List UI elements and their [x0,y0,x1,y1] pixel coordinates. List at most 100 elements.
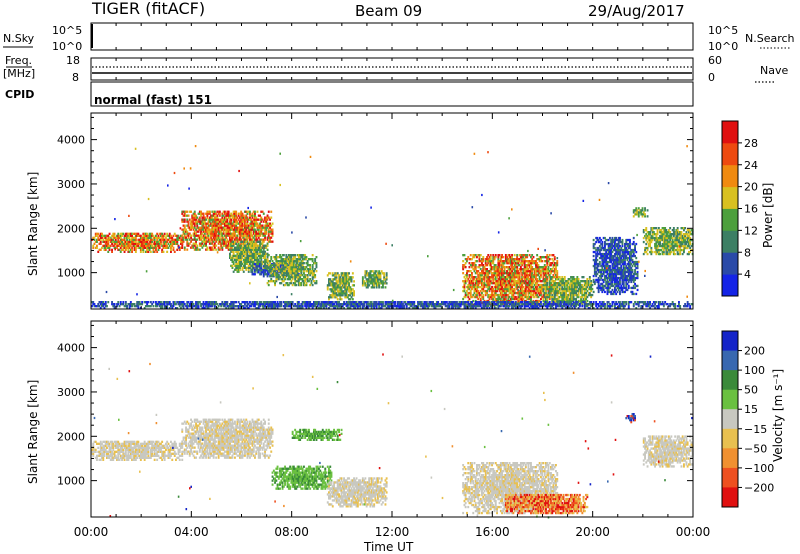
power-cell [215,222,218,225]
power-cell [196,246,199,249]
power-cell [284,266,286,269]
power-cell [592,254,595,258]
power-cell [486,285,488,289]
power-cell [528,264,531,267]
power-cell [207,212,210,215]
power-cell [614,258,616,262]
power-cell [143,238,146,241]
power-cell [508,282,511,285]
power-cell [234,232,236,235]
power-cell [132,238,135,241]
power-cell [501,254,503,257]
power-cell [518,282,521,285]
power-cell [208,216,211,219]
power-cell [516,262,519,265]
power-cell [306,278,309,281]
power-cell [473,285,476,289]
power-cell [338,286,340,289]
power-cell [509,276,512,279]
power-cell [557,278,560,281]
power-cell [585,295,587,299]
power-cell [502,266,505,269]
power-cell [177,234,180,237]
power-cell [546,285,549,289]
power-cell [218,212,221,215]
power-cell [261,268,264,271]
power-cell [570,287,572,291]
power-cell [231,256,234,259]
power-cell [315,280,318,283]
power-cell [340,272,343,275]
power-cell [371,286,374,289]
power-cell [494,297,497,301]
power-cell [621,290,624,294]
power-cell [165,246,167,249]
power-cell [517,299,520,303]
power-cell [570,295,572,299]
power-cell [517,278,520,281]
power-cell [328,296,330,299]
power-cell [494,268,497,271]
power-cell [575,297,577,301]
power-cell [576,280,579,283]
power-cell [200,228,202,231]
power-cell [535,287,537,291]
power-cell [543,270,546,273]
power-cell [139,238,142,241]
power-cell [260,216,263,219]
power-cell [629,246,631,250]
power-cell [530,285,532,289]
power-cell [556,293,559,297]
power-cell [596,258,599,262]
power-cell [503,289,506,293]
power-cell [590,289,593,293]
power-cell [103,246,106,249]
power-cell [614,282,616,286]
power-cell [178,238,181,241]
power-cell [202,214,205,217]
power-cell [255,262,258,265]
power-cell [301,258,304,261]
power-cell [523,295,526,299]
power-cell [598,286,601,290]
power-cell [474,295,477,299]
power-cell [165,240,167,243]
power-cell [488,280,491,283]
power-cell [261,238,264,241]
power-cell [291,258,294,261]
power-cell [217,242,220,245]
power-cell [592,246,595,250]
power-cell [629,272,631,276]
power-cell [237,268,240,271]
power-cell [499,276,502,279]
power-cell [315,270,318,273]
power-cell [607,264,610,268]
power-cell [107,238,110,241]
power-cell [571,293,574,297]
power-cell [296,262,299,265]
power-cell [561,282,564,285]
power-cell [600,268,603,272]
power-cell [596,268,599,272]
power-cell [123,242,126,245]
power-cell [94,240,97,243]
power-cell [611,256,614,260]
power-cell [216,216,219,219]
power-cell [203,240,206,243]
power-cell [609,268,611,272]
power-cell [158,238,161,241]
power-cell [573,297,576,301]
power-cell [365,284,368,287]
power-cell [611,236,614,240]
power-cell [208,220,211,223]
power-cell [527,282,530,285]
power-cell [256,271,259,274]
power-cell [147,242,150,245]
power-cell [629,258,631,262]
power-cell [479,297,482,301]
power-cell [202,226,205,229]
power-cell [281,270,284,273]
power-cell [600,248,603,252]
power-cell [555,282,557,285]
power-cell [297,280,300,283]
